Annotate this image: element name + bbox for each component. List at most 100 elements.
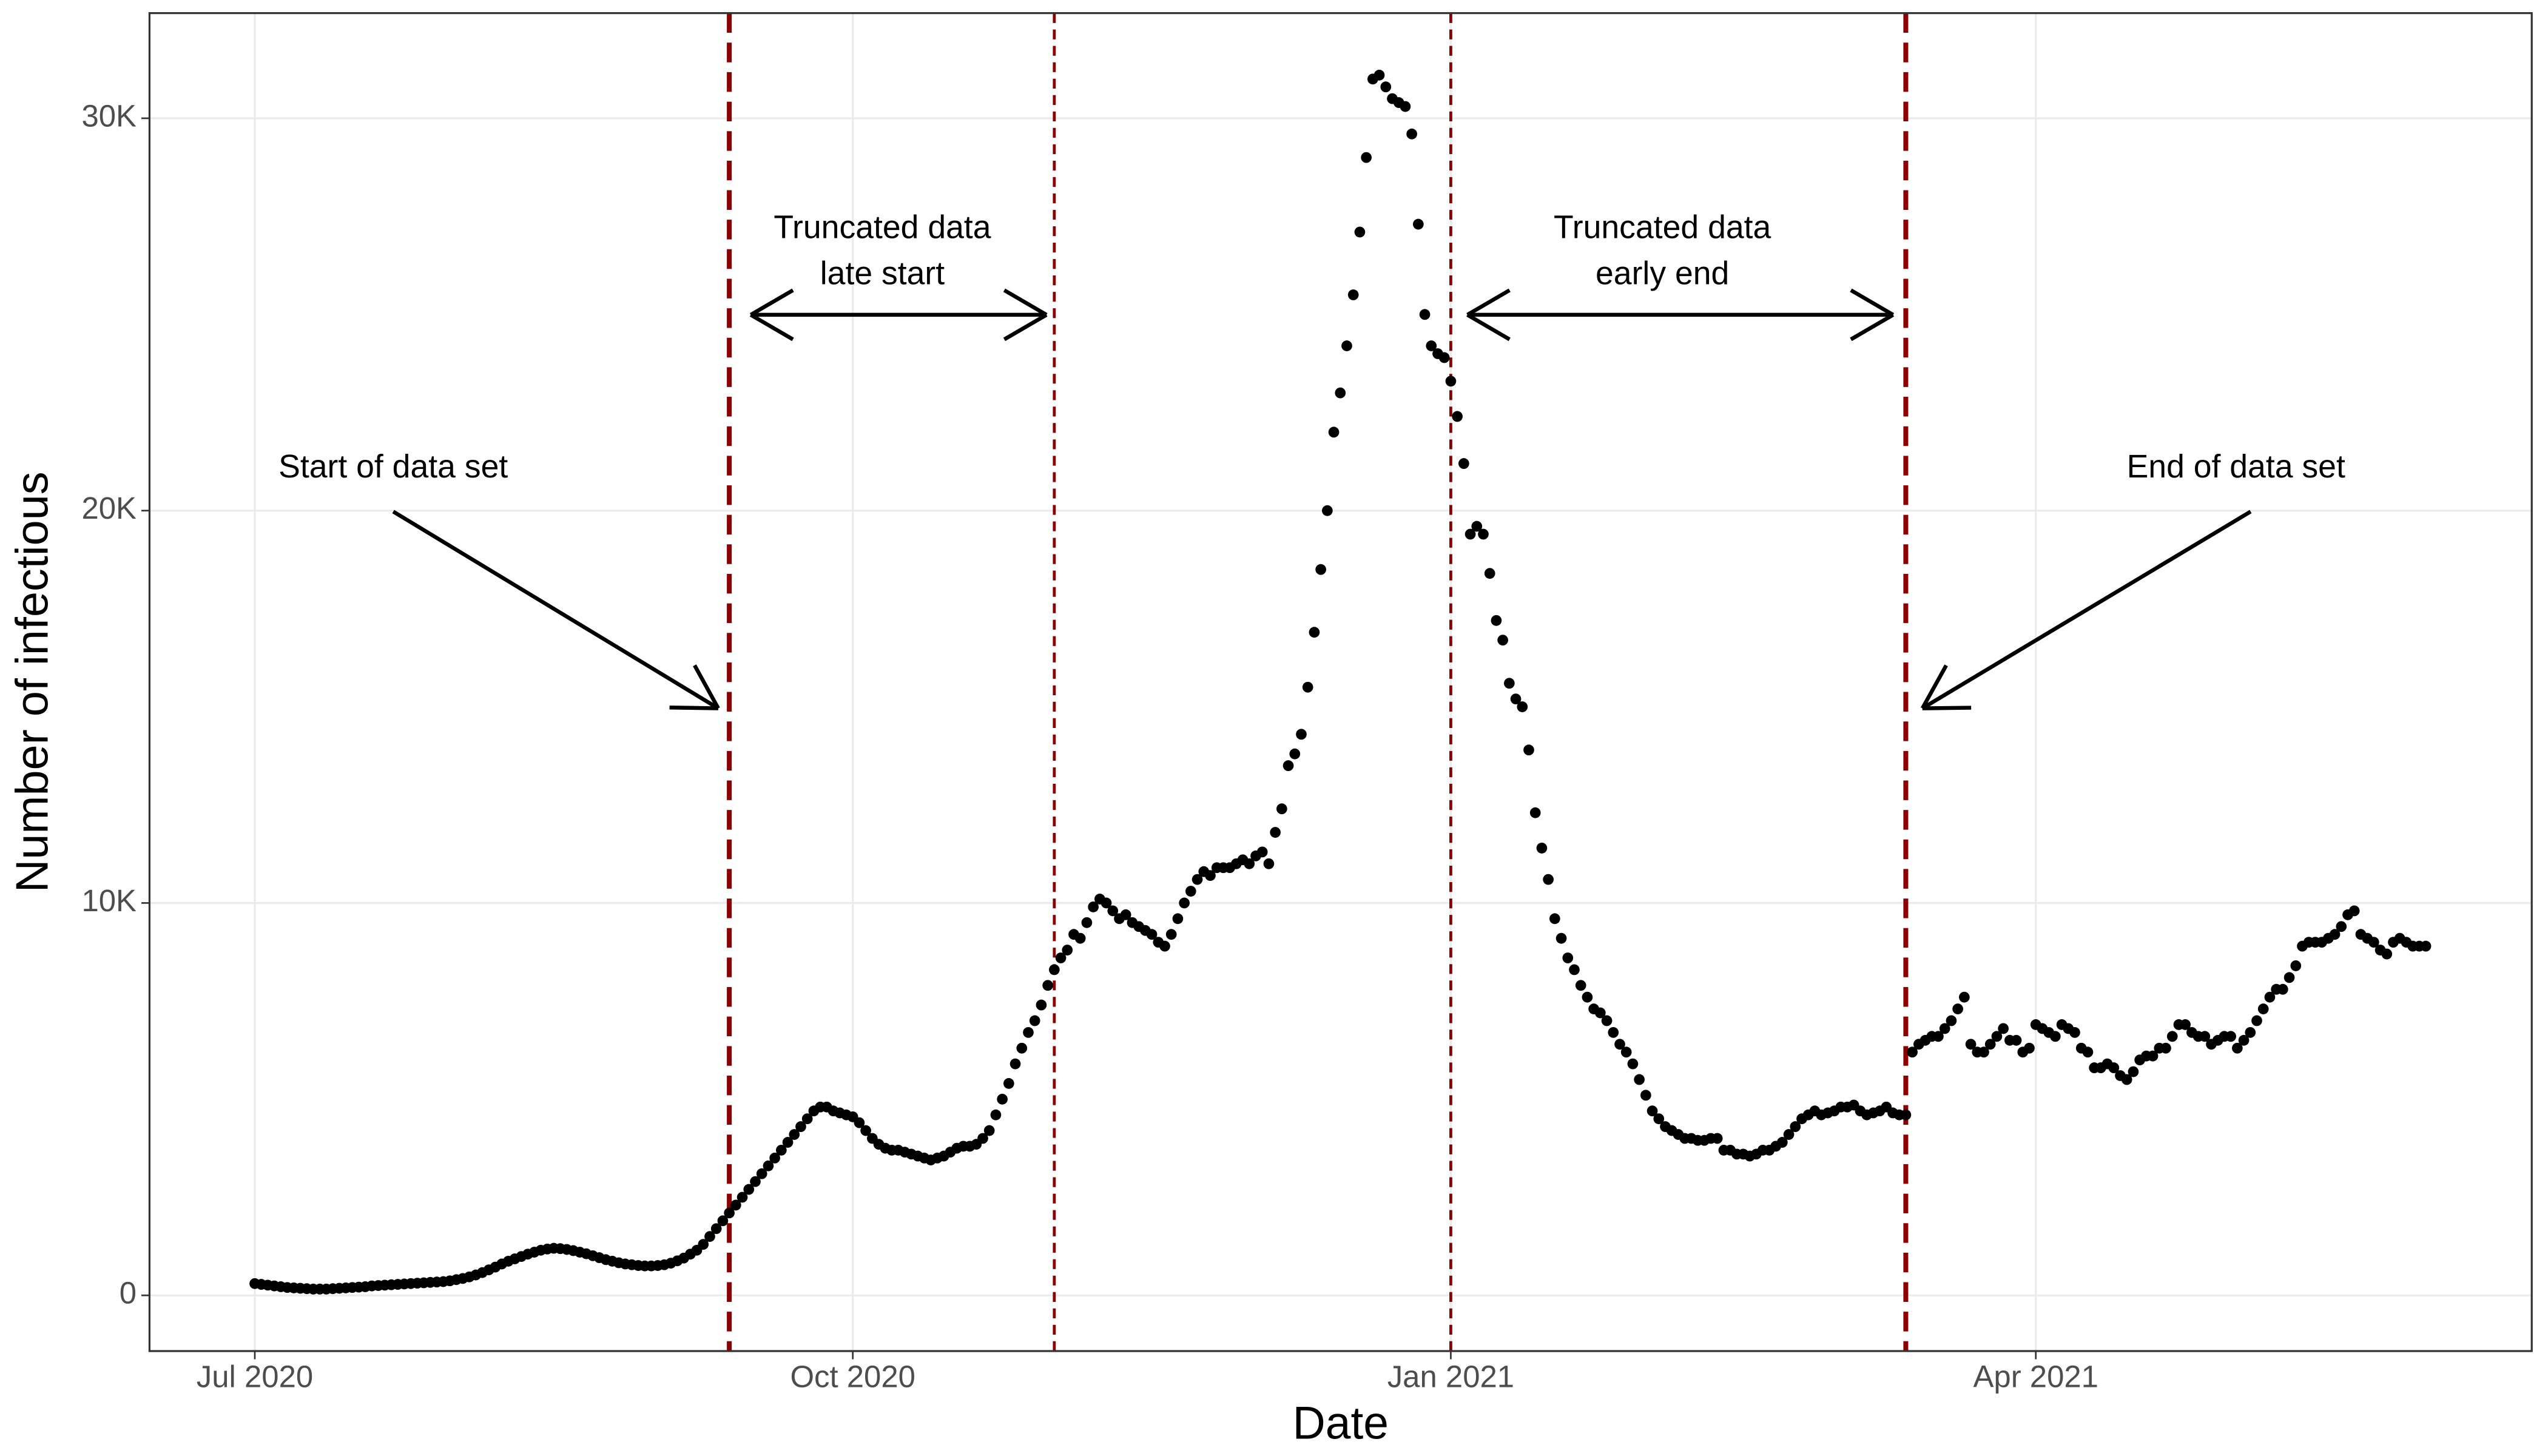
data-point <box>801 1113 813 1125</box>
data-point <box>1081 917 1093 928</box>
data-point <box>2225 1031 2236 1042</box>
annotation: Truncated data <box>774 209 991 245</box>
data-point <box>1406 128 1417 140</box>
data-point <box>1569 964 1580 976</box>
data-point <box>1783 1129 1795 1140</box>
data-point <box>769 1152 780 1164</box>
arrow-head <box>1003 288 1048 317</box>
data-point <box>1205 870 1216 881</box>
data-point <box>1016 1042 1028 1054</box>
y-axis-title: Number of infectious <box>7 471 58 892</box>
data-point <box>1270 827 1281 838</box>
data-point <box>2381 948 2393 960</box>
data-point <box>1400 101 1411 112</box>
data-point <box>1562 952 1574 963</box>
data-point <box>1003 1078 1014 1089</box>
data-point <box>2329 929 2341 940</box>
data-point <box>1952 1003 1963 1014</box>
data-point <box>1946 1015 1957 1026</box>
data-point <box>1640 1090 1651 1101</box>
data-point <box>1191 874 1203 885</box>
data-point <box>1464 528 1476 540</box>
data-point <box>1614 1039 1625 1050</box>
data-point <box>763 1160 774 1171</box>
data-point <box>724 1207 735 1219</box>
data-point <box>1088 901 1099 912</box>
data-point <box>717 1215 729 1227</box>
data-point <box>1471 521 1483 532</box>
x-axis-title: Date <box>1293 1397 1389 1448</box>
data-point <box>860 1125 871 1136</box>
data-point <box>2069 1026 2080 1038</box>
annotation: Start of data set <box>278 448 508 485</box>
data-point <box>1595 1007 1606 1019</box>
data-point <box>1380 81 1392 93</box>
data-point <box>1536 842 1548 854</box>
data-point <box>2147 1050 2159 1062</box>
data-point <box>1543 874 1554 885</box>
data-point <box>1413 218 1424 230</box>
data-point <box>2238 1034 2250 1046</box>
data-point <box>1315 564 1326 575</box>
data-point <box>1582 991 1593 1003</box>
data-point <box>2160 1042 2171 1054</box>
data-point <box>1055 952 1067 963</box>
data-point <box>2283 972 2295 983</box>
annotation: End of data set <box>2127 448 2345 485</box>
data-point <box>1062 945 1073 956</box>
data-point <box>997 1093 1008 1105</box>
data-point <box>756 1168 767 1179</box>
data-point <box>1634 1074 1645 1085</box>
data-point <box>1009 1058 1021 1070</box>
data-point <box>1322 505 1333 516</box>
data-point <box>1601 1015 1613 1026</box>
data-point <box>1165 929 1177 940</box>
data-point <box>990 1109 1002 1121</box>
data-point <box>1646 1105 1658 1117</box>
y-tick-label: 30K <box>81 98 136 133</box>
data-point <box>1419 309 1431 320</box>
arrow-head <box>693 664 720 710</box>
arrow-head <box>1922 706 1972 710</box>
annotation: Truncated data <box>1554 209 1771 245</box>
y-tick-label: 10K <box>81 883 136 918</box>
data-point <box>1549 913 1560 925</box>
arrow-head <box>1466 313 1511 342</box>
data-point <box>1445 376 1457 387</box>
x-tick-label: Oct 2020 <box>790 1359 915 1394</box>
data-point <box>1523 744 1534 756</box>
data-point <box>1244 858 1255 869</box>
data-point <box>698 1239 709 1250</box>
data-point <box>1478 528 1489 540</box>
data-point <box>1965 1039 1977 1050</box>
data-point <box>2348 905 2360 917</box>
data-point <box>1790 1121 1801 1133</box>
data-point <box>1510 693 1522 705</box>
data-point <box>1627 1058 1639 1070</box>
annotation: late start <box>820 255 945 291</box>
data-point <box>1517 701 1528 712</box>
x-tick-label: Jan 2021 <box>1387 1359 1514 1394</box>
data-point <box>743 1184 755 1195</box>
data-point <box>854 1117 865 1128</box>
data-point <box>1361 152 1372 163</box>
arrow-head <box>1850 313 1895 342</box>
data-point <box>1256 846 1268 858</box>
data-point <box>704 1231 715 1242</box>
arrow-head <box>1920 664 1948 710</box>
data-point <box>1998 1023 2009 1034</box>
data-point <box>1335 387 1346 399</box>
data-point <box>1289 748 1301 760</box>
data-point <box>2010 1034 2022 1046</box>
data-point <box>2245 1026 2256 1038</box>
data-point <box>2257 1003 2269 1014</box>
data-point <box>1036 999 1047 1011</box>
arrow-head <box>1466 288 1511 317</box>
data-point <box>1341 340 1352 351</box>
data-point <box>2420 940 2432 952</box>
data-point <box>750 1176 761 1187</box>
data-point <box>2368 937 2379 948</box>
data-point <box>795 1121 806 1133</box>
